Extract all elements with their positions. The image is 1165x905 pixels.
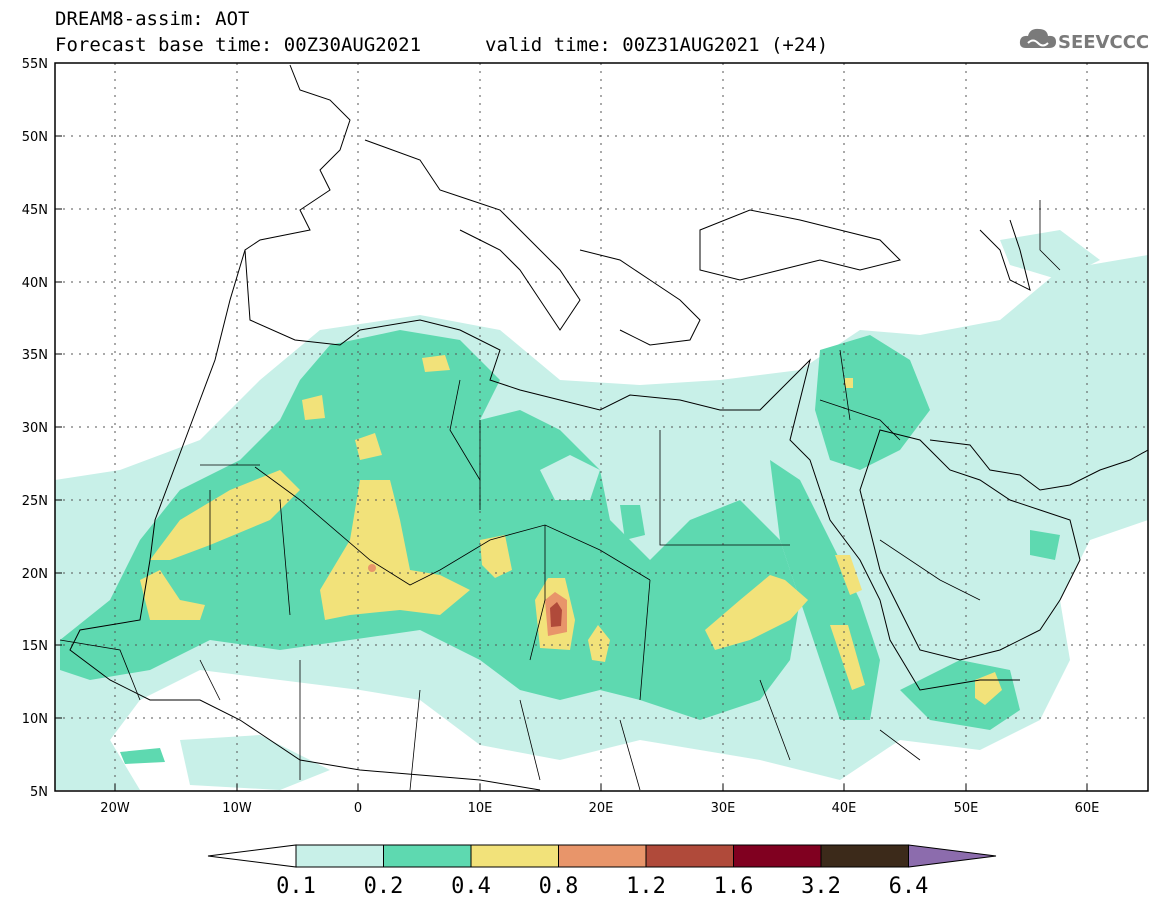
forecast-base-time: Forecast base time: 00Z30AUG2021 <box>55 34 422 56</box>
colorbar-over-arrow <box>908 844 997 868</box>
valid-time: valid time: 00Z31AUG2021 (+24) <box>485 34 829 56</box>
lon-label: 10E <box>468 801 493 816</box>
country-borders <box>59 200 1061 791</box>
lat-label: 5N <box>30 785 48 800</box>
lon-label: 10W <box>222 801 252 816</box>
colorbar-segment <box>470 844 559 868</box>
colorbar: 0.1 0.2 0.4 0.8 1.2 1.6 3.2 6.4 <box>207 844 997 899</box>
colorbar-label: 0.8 <box>539 874 579 899</box>
lon-label: 20W <box>100 801 130 816</box>
colorbar-label: 0.1 <box>276 874 316 899</box>
aot-band-high <box>368 564 567 636</box>
logo-text: SEEVCCC <box>1058 32 1150 53</box>
lon-labels: 20W 10W 0 10E 20E 30E 40E 50E 60E <box>100 801 1099 816</box>
lat-label: 45N <box>22 203 48 218</box>
lat-label: 25N <box>22 494 48 509</box>
lat-label: 30N <box>22 421 48 436</box>
colorbar-segment <box>295 844 384 868</box>
colorbar-segment <box>558 844 647 868</box>
colorbar-label: 0.2 <box>364 874 404 899</box>
lat-label: 50N <box>22 130 48 145</box>
colorbar-under-arrow <box>207 844 297 868</box>
colorbar-segment <box>383 844 472 868</box>
lat-label: 35N <box>22 348 48 363</box>
colorbar-label: 3.2 <box>801 874 841 899</box>
map-title: DREAM8-assim: AOT <box>55 8 250 30</box>
cloud-icon <box>1019 28 1056 48</box>
tick-marks <box>55 62 1088 791</box>
colorbar-label: 1.2 <box>626 874 666 899</box>
lat-label: 10N <box>22 712 48 727</box>
coastlines <box>69 64 1148 791</box>
colorbar-segment <box>820 844 909 868</box>
seevccc-logo: SEEVCCC <box>1018 24 1153 58</box>
lat-label: 55N <box>22 57 48 72</box>
lat-label: 20N <box>22 567 48 582</box>
lon-label: 0 <box>354 801 362 816</box>
graticule <box>55 63 1148 791</box>
lat-labels: 55N 50N 45N 40N 35N 30N 25N 20N 15N 10N … <box>22 57 48 800</box>
aot-field <box>55 230 1148 790</box>
colorbar-label: 6.4 <box>889 874 929 899</box>
lon-label: 30E <box>711 801 736 816</box>
lat-label: 15N <box>22 639 48 654</box>
colorbar-label: 0.4 <box>451 874 491 899</box>
lon-label: 50E <box>954 801 979 816</box>
lat-label: 40N <box>22 276 48 291</box>
lon-label: 20E <box>589 801 614 816</box>
lon-label: 40E <box>832 801 857 816</box>
colorbar-segment <box>645 844 734 868</box>
colorbar-segment <box>733 844 822 868</box>
lon-label: 60E <box>1075 801 1100 816</box>
colorbar-label: 1.6 <box>714 874 754 899</box>
